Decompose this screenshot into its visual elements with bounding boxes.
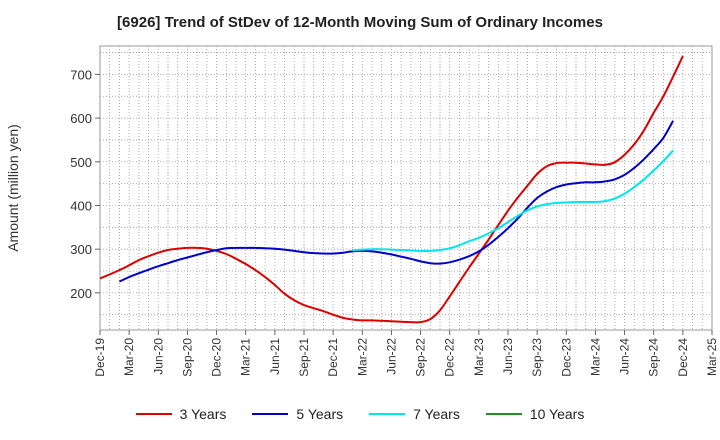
x-tick-label: Sep-21 bbox=[297, 338, 311, 377]
x-tick-label: Sep-22 bbox=[414, 338, 428, 377]
series-line-7-years bbox=[352, 149, 674, 253]
x-tick-label: Mar-22 bbox=[355, 338, 369, 376]
x-tick-label: Dec-19 bbox=[93, 338, 107, 377]
x-tick-label: Jun-20 bbox=[151, 338, 165, 375]
y-tick-label: 300 bbox=[70, 242, 92, 257]
series-line-5-years bbox=[118, 120, 674, 283]
x-tick-label: Mar-21 bbox=[239, 338, 253, 376]
x-tick-label: Mar-25 bbox=[705, 338, 719, 376]
legend-item-7-years: 7 Years bbox=[369, 406, 460, 422]
legend-label-3-years: 3 Years bbox=[179, 406, 227, 422]
y-tick-label: 400 bbox=[70, 198, 92, 213]
x-tick-label: Dec-23 bbox=[559, 338, 573, 377]
chart-title: [6926] Trend of StDev of 12-Month Moving… bbox=[117, 14, 603, 31]
x-tick-label: Jun-22 bbox=[384, 338, 398, 375]
legend-item-10-years: 10 Years bbox=[485, 406, 585, 422]
legend-item-5-years: 5 Years bbox=[252, 406, 343, 422]
x-tick-label: Sep-20 bbox=[180, 338, 194, 377]
x-tick-label: Jun-24 bbox=[618, 338, 632, 375]
x-tick-label: Sep-24 bbox=[647, 338, 661, 377]
x-tick-label: Mar-20 bbox=[122, 338, 136, 376]
series-layer bbox=[99, 55, 684, 324]
legend: 3 Years 5 Years 7 Years 10 Years bbox=[0, 406, 720, 422]
x-tick-label: Sep-23 bbox=[530, 338, 544, 377]
legend-label-10-years: 10 Years bbox=[529, 406, 585, 422]
x-tick-label: Dec-22 bbox=[443, 338, 457, 377]
x-tick-label: Jun-21 bbox=[268, 338, 282, 375]
series-line-3-years bbox=[99, 55, 684, 324]
legend-swatch-7-years bbox=[369, 413, 406, 415]
legend-swatch-5-years bbox=[252, 413, 289, 415]
y-tick-label: 200 bbox=[70, 286, 92, 301]
x-tick-label: Dec-21 bbox=[326, 338, 340, 377]
x-tick-label: Mar-23 bbox=[472, 338, 486, 376]
y-tick-label: 600 bbox=[70, 111, 92, 126]
y-axis-label: Amount (million yen) bbox=[5, 124, 21, 252]
grid bbox=[100, 46, 712, 330]
axes: 200 300 400 500 600 700 Dec-19 Mar-20 Jun-20 Sep-… bbox=[70, 67, 719, 376]
plot-frame bbox=[99, 45, 713, 331]
legend-swatch-3-years bbox=[135, 413, 172, 415]
x-tick-label: Mar-24 bbox=[588, 338, 602, 376]
x-tick-label: Dec-20 bbox=[210, 338, 224, 377]
legend-item-3-years: 3 Years bbox=[135, 406, 227, 422]
y-tick-label: 500 bbox=[70, 155, 92, 170]
x-tick-label: Dec-24 bbox=[676, 338, 690, 377]
x-tick-label: Jun-23 bbox=[501, 338, 515, 375]
legend-swatch-10-years bbox=[485, 413, 522, 415]
legend-label-7-years: 7 Years bbox=[413, 406, 460, 422]
legend-label-5-years: 5 Years bbox=[296, 406, 344, 422]
y-tick-label: 700 bbox=[70, 67, 92, 82]
